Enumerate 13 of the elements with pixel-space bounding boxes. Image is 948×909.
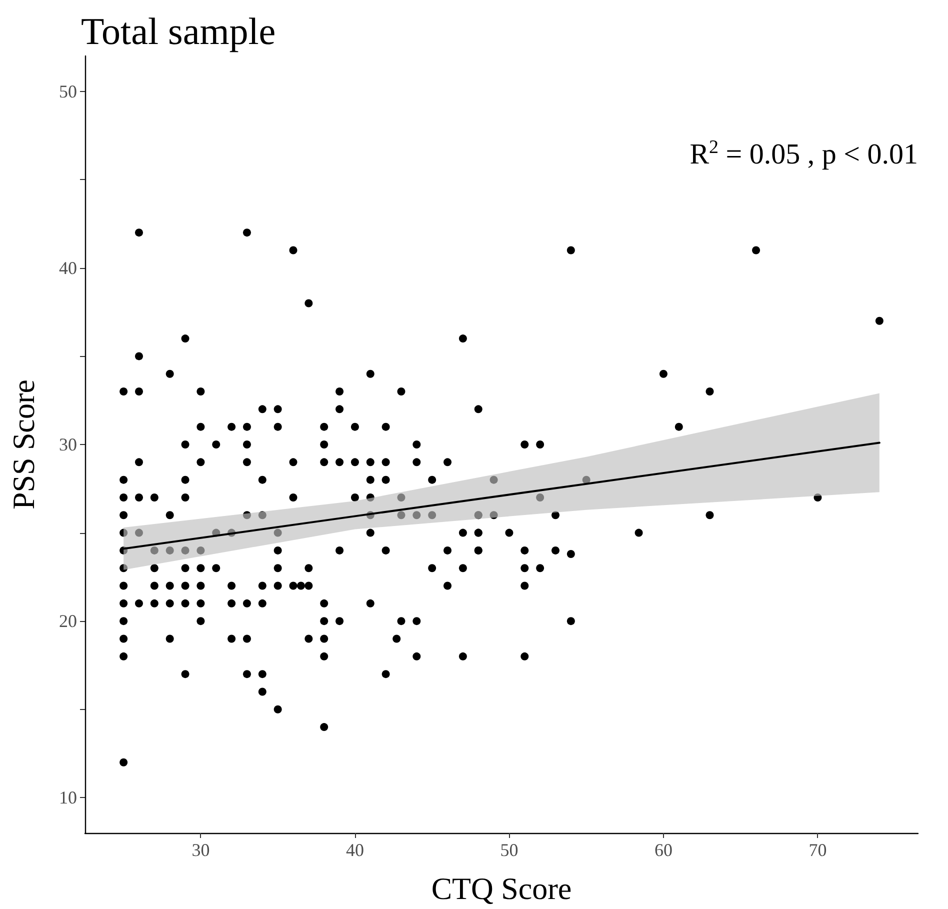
x-axis-title: CTQ Score bbox=[431, 871, 572, 906]
y-tick-label: 40 bbox=[59, 258, 77, 278]
y-tick-label: 10 bbox=[59, 788, 77, 808]
x-tick-label: 50 bbox=[500, 840, 518, 860]
y-tick-label: 20 bbox=[59, 611, 77, 632]
x-tick-label: 60 bbox=[654, 840, 672, 860]
x-tick-label: 40 bbox=[346, 840, 364, 860]
x-tick-label: 30 bbox=[192, 840, 210, 860]
chart-title: Total sample bbox=[81, 11, 276, 53]
y-tick-label: 30 bbox=[59, 434, 77, 454]
x-tick-label: 70 bbox=[808, 840, 827, 860]
y-axis-title: PSS Score bbox=[6, 379, 41, 510]
y-tick-label: 50 bbox=[59, 81, 77, 102]
